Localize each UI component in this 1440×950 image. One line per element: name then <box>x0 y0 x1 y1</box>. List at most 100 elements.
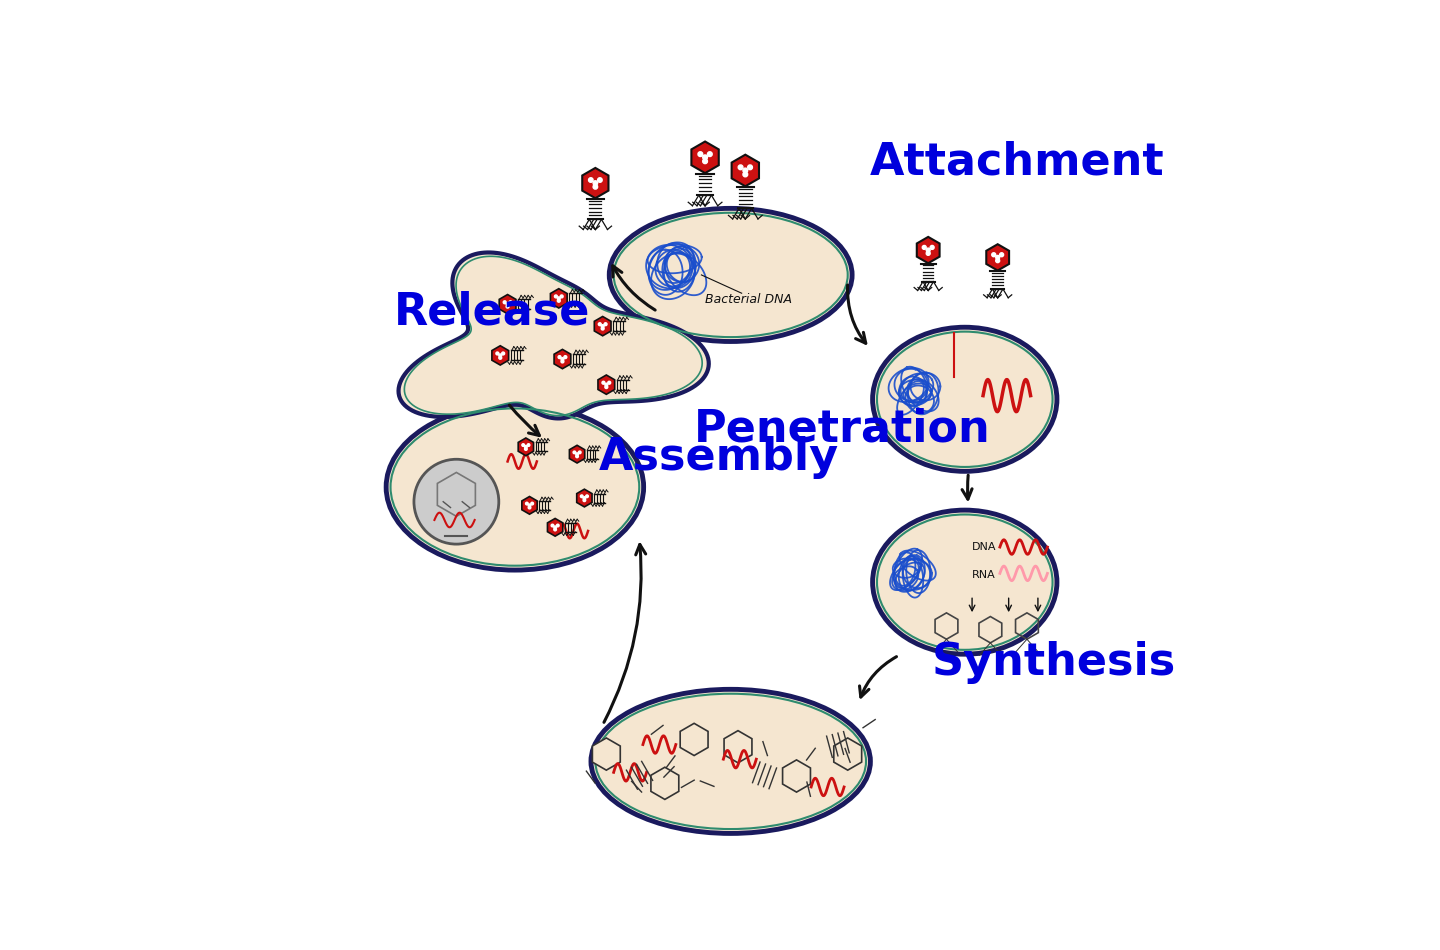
Polygon shape <box>582 168 609 199</box>
Circle shape <box>576 453 579 455</box>
Polygon shape <box>986 244 1009 271</box>
Circle shape <box>498 356 501 359</box>
Polygon shape <box>492 346 508 365</box>
Circle shape <box>930 245 935 250</box>
Circle shape <box>739 165 743 170</box>
Circle shape <box>503 301 505 304</box>
Polygon shape <box>691 142 719 173</box>
Circle shape <box>602 327 605 330</box>
Polygon shape <box>576 489 592 507</box>
Circle shape <box>528 504 531 506</box>
Ellipse shape <box>873 510 1057 655</box>
Circle shape <box>557 299 560 302</box>
Circle shape <box>605 386 608 389</box>
Circle shape <box>583 499 586 502</box>
Circle shape <box>495 352 498 355</box>
Polygon shape <box>680 723 708 755</box>
Circle shape <box>583 497 586 500</box>
Circle shape <box>501 352 504 355</box>
Circle shape <box>528 506 531 509</box>
Text: Synthesis: Synthesis <box>932 641 1176 684</box>
Circle shape <box>995 256 999 259</box>
Polygon shape <box>782 760 811 792</box>
Circle shape <box>531 503 533 504</box>
Polygon shape <box>917 237 939 263</box>
Circle shape <box>564 355 567 358</box>
Circle shape <box>527 444 530 446</box>
Polygon shape <box>554 350 570 369</box>
Text: Release: Release <box>395 290 590 333</box>
Circle shape <box>562 360 564 363</box>
Circle shape <box>743 172 747 177</box>
Polygon shape <box>592 738 621 770</box>
Circle shape <box>526 503 528 504</box>
Text: Penetration: Penetration <box>694 407 991 450</box>
Circle shape <box>743 168 747 173</box>
Circle shape <box>598 178 602 182</box>
Circle shape <box>508 301 513 304</box>
Polygon shape <box>598 375 615 394</box>
Circle shape <box>605 323 608 326</box>
Circle shape <box>580 495 583 498</box>
Text: Bacterial DNA: Bacterial DNA <box>706 294 792 306</box>
Circle shape <box>579 451 582 454</box>
Circle shape <box>524 447 527 450</box>
Circle shape <box>554 528 556 531</box>
Circle shape <box>524 446 527 448</box>
Polygon shape <box>595 316 611 335</box>
Circle shape <box>602 381 605 384</box>
Circle shape <box>698 152 703 157</box>
Circle shape <box>608 381 611 384</box>
Circle shape <box>926 252 930 256</box>
Circle shape <box>995 258 999 262</box>
Circle shape <box>703 159 707 163</box>
Ellipse shape <box>386 404 644 570</box>
Circle shape <box>559 355 562 358</box>
Polygon shape <box>651 768 678 799</box>
Polygon shape <box>547 519 563 536</box>
Ellipse shape <box>873 327 1057 471</box>
Polygon shape <box>724 731 752 763</box>
Circle shape <box>560 294 563 298</box>
Ellipse shape <box>590 690 870 833</box>
Circle shape <box>521 444 524 446</box>
Circle shape <box>552 524 554 527</box>
Circle shape <box>922 245 926 250</box>
Circle shape <box>556 524 559 527</box>
Polygon shape <box>569 446 585 463</box>
Circle shape <box>573 451 576 454</box>
Circle shape <box>926 248 930 252</box>
Circle shape <box>557 297 560 300</box>
Circle shape <box>589 178 593 182</box>
Circle shape <box>707 152 713 157</box>
Circle shape <box>505 303 508 306</box>
Text: RNA: RNA <box>972 570 996 580</box>
Circle shape <box>562 357 564 360</box>
Ellipse shape <box>609 208 852 341</box>
Text: Assembly: Assembly <box>599 436 840 480</box>
Polygon shape <box>399 253 708 418</box>
Polygon shape <box>500 294 516 314</box>
Polygon shape <box>550 289 567 308</box>
Circle shape <box>413 459 498 544</box>
Text: DNA: DNA <box>972 542 996 552</box>
Circle shape <box>599 323 602 326</box>
Polygon shape <box>521 497 537 514</box>
Circle shape <box>992 253 995 256</box>
Circle shape <box>747 165 753 170</box>
Text: Attachment: Attachment <box>870 140 1165 183</box>
Circle shape <box>576 455 579 458</box>
Circle shape <box>505 305 508 308</box>
Circle shape <box>703 155 707 160</box>
Circle shape <box>593 180 598 185</box>
Polygon shape <box>732 155 759 186</box>
Polygon shape <box>518 438 534 456</box>
Circle shape <box>605 383 608 386</box>
Circle shape <box>554 526 556 528</box>
Circle shape <box>602 325 605 328</box>
Polygon shape <box>834 738 861 770</box>
Circle shape <box>999 253 1004 256</box>
Circle shape <box>554 294 557 298</box>
Circle shape <box>593 184 598 189</box>
Circle shape <box>586 495 589 498</box>
